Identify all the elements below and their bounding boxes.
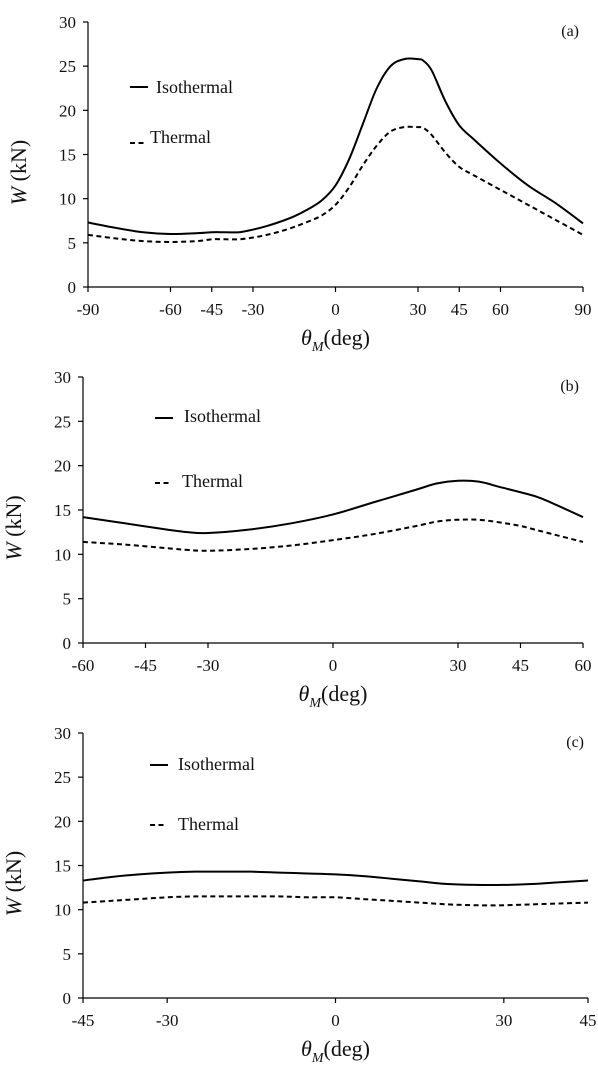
x-tick-label: -45 [200,300,223,319]
y-tick-label: 5 [68,234,77,253]
series-line-isothermal [82,479,584,535]
x-tick-label: 30 [410,300,427,319]
x-tick-label: -30 [242,300,265,319]
y-tick-label: 30 [54,724,71,743]
legend-label-thermal: Thermal [182,471,243,491]
y-tick-label: 25 [54,768,71,787]
y-axis-label-symbol: W [6,185,31,205]
y-tick-label: 10 [54,901,71,920]
y-axis-label-unit: (kN) [1,851,26,898]
y-tick-label: 0 [63,989,72,1008]
x-axis-label-unit: (deg) [321,681,367,706]
y-axis-label-unit: (kN) [6,140,31,187]
y-axis-label-symbol: W [1,541,26,561]
panel-label: (c) [566,734,584,751]
y-tick-label: 30 [59,13,76,32]
x-tick-label: -30 [156,1011,179,1030]
x-axis-label: θM(deg) [301,1036,370,1066]
x-axis-label-subscript: M [311,340,325,355]
series-line-thermal [82,895,589,907]
x-axis-label-symbol: θ [301,325,312,350]
y-tick-label: 15 [59,146,76,165]
x-axis-label: θM(deg) [299,681,368,711]
x-axis-label-unit: (deg) [324,1036,370,1061]
y-tick-label: 0 [63,634,72,653]
x-tick-label: 0 [329,656,338,675]
x-tick-label: 60 [575,656,592,675]
x-tick-label: -90 [77,300,100,319]
legend-label-isothermal: Isothermal [156,77,233,97]
legend-label-thermal: Thermal [178,814,239,834]
x-axis-label: θM(deg) [301,325,370,355]
y-tick-label: 30 [54,368,71,387]
y-tick-label: 20 [54,457,71,476]
panel-label: (b) [560,378,579,395]
y-tick-label: 5 [63,945,72,964]
x-axis-label-subscript: M [308,696,322,711]
x-axis-label-unit: (deg) [324,325,370,350]
y-tick-label: 25 [59,57,76,76]
x-axis-label-subscript: M [311,1051,325,1066]
y-axis-label: W (kN) [1,851,26,916]
y-tick-label: 20 [54,812,71,831]
y-tick-label: 10 [59,190,76,209]
series-line-thermal [87,125,584,243]
legend-label-thermal: Thermal [150,127,211,147]
chart-panel-b: 0 5 10 15 20 25 30 -60 -45 -30 0 30 45 60 (b) Isotherma… [1,368,592,711]
legend-label-isothermal: Isothermal [184,406,261,426]
y-tick-label: 25 [54,412,71,431]
y-axis-label: W (kN) [1,495,26,560]
x-tick-label: -45 [134,656,157,675]
x-tick-label: 30 [495,1011,512,1030]
panel-label: (a) [561,23,579,40]
x-tick-label: 45 [451,300,468,319]
legend-label-isothermal: Isothermal [178,754,255,774]
x-tick-label: 90 [575,300,592,319]
x-axis-label-symbol: θ [299,681,310,706]
y-axis-label-unit: (kN) [1,495,26,542]
chart-panel-c: 0 5 10 15 20 25 30 -45 -30 0 30 45 (c) Isothermal Ther… [1,724,597,1066]
x-tick-label: 60 [492,300,509,319]
chart-panel-a: 0 5 10 15 20 25 30 -90 -60 -45 -30 0 30 45 60 90 (a) Isot… [6,13,592,355]
x-tick-label: -60 [72,656,95,675]
x-axis-label-symbol: θ [301,1036,312,1061]
x-tick-label: -30 [197,656,220,675]
x-tick-label: -45 [72,1011,95,1030]
y-axis-label: W (kN) [6,140,31,205]
series-line-thermal [82,518,584,552]
y-axis-label-symbol: W [1,896,26,916]
y-tick-label: 15 [54,501,71,520]
y-tick-label: 10 [54,545,71,564]
x-tick-label: -60 [159,300,182,319]
y-tick-label: 20 [59,101,76,120]
x-tick-label: 45 [512,656,529,675]
x-tick-label: 0 [331,1011,340,1030]
x-tick-label: 0 [331,300,340,319]
y-tick-label: 5 [63,590,72,609]
y-tick-label: 15 [54,857,71,876]
x-tick-label: 30 [450,656,467,675]
y-tick-label: 0 [68,278,77,297]
x-tick-label: 45 [580,1011,597,1030]
series-line-isothermal [87,57,584,236]
series-line-isothermal [82,870,589,887]
